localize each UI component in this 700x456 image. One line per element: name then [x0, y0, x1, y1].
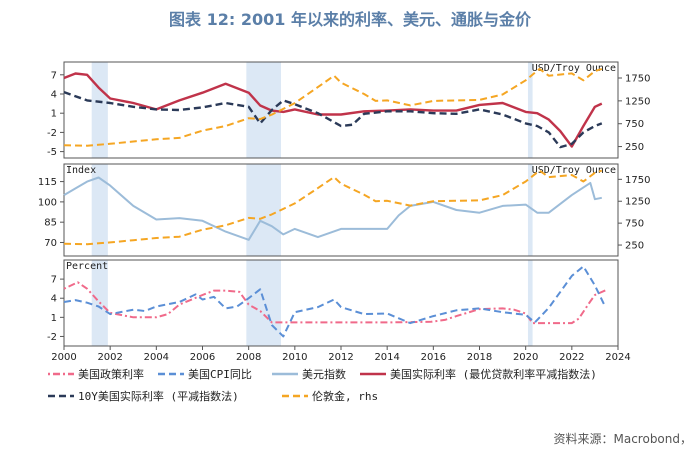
- panel-frame: [63, 61, 619, 159]
- y-tick-label: 115: [38, 177, 57, 188]
- y2-tick-label: 750: [625, 219, 644, 230]
- x-tick-label: 2004: [144, 352, 169, 363]
- series-line-dollar: [63, 176, 602, 241]
- series-line-policy: [63, 281, 607, 325]
- y-tick-label: 7: [51, 275, 57, 286]
- recession-band: [527, 260, 533, 346]
- panel-right-label: USD/Troy Ounce: [532, 165, 616, 176]
- y2-tick-label: 1250: [625, 96, 650, 107]
- recession-band: [91, 62, 108, 158]
- panel-frame: [63, 163, 619, 257]
- recession-band: [246, 164, 281, 256]
- y-tick-label: 4: [51, 294, 57, 305]
- series-line-gold: [63, 169, 603, 246]
- x-tick-label: 2010: [282, 352, 307, 363]
- y-tick-label: -5: [47, 147, 57, 158]
- series-line-cpi: [63, 265, 606, 338]
- y2-tick-label: 1250: [625, 197, 650, 208]
- x-tick-label: 2016: [421, 352, 446, 363]
- legend-label-real10y: 10Y美国实际利率 (平减指数法): [78, 389, 239, 403]
- y-tick-label: -2: [47, 332, 57, 343]
- legend-label-real: 美国实际利率 (最优贷款利率平减指数法): [390, 367, 597, 381]
- y-tick-label: 4: [51, 90, 57, 101]
- y-tick-label: 7: [51, 70, 57, 81]
- x-tick-label: 2012: [328, 352, 353, 363]
- x-tick-label: 2008: [236, 352, 261, 363]
- panel-left-label: Percent: [66, 261, 108, 272]
- y-tick-label: 1: [51, 109, 57, 120]
- legend-label-gold: 伦敦金, rhs: [312, 389, 378, 403]
- y2-tick-label: 1750: [625, 74, 650, 85]
- x-tick-label: 2020: [513, 352, 538, 363]
- y2-tick-label: 750: [625, 119, 644, 130]
- recession-band: [527, 164, 533, 256]
- x-tick-label: 2018: [467, 352, 492, 363]
- panel-right-label: USD/Troy Ounce: [532, 63, 616, 74]
- y2-tick-label: 1750: [625, 175, 650, 186]
- y2-tick-label: 250: [625, 142, 644, 153]
- chart-title: 图表 12: 2001 年以来的利率、美元、通胀与金价: [169, 10, 531, 29]
- y-tick-label: 100: [38, 197, 57, 208]
- y-tick-label: 1: [51, 313, 57, 324]
- series-line-real: [63, 72, 603, 148]
- x-tick-label: 2024: [605, 352, 630, 363]
- series-line-gold: [63, 67, 603, 147]
- source-note: 资料来源：Macrobond，: [553, 432, 693, 446]
- x-tick-label: 2002: [97, 352, 122, 363]
- y2-tick-label: 250: [625, 241, 644, 252]
- recession-band: [527, 62, 533, 158]
- y-tick-label: 70: [44, 238, 57, 249]
- recession-band: [246, 260, 281, 346]
- legend-label-cpi: 美国CPI同比: [188, 368, 252, 381]
- x-tick-label: 2014: [374, 352, 399, 363]
- x-tick-label: 2022: [559, 352, 584, 363]
- y-tick-label: 85: [44, 218, 57, 229]
- x-tick-label: 2006: [190, 352, 215, 363]
- panel-frame: [63, 259, 619, 347]
- series-line-real10y: [63, 90, 603, 149]
- legend-label-dollar: 美元指数: [302, 367, 346, 381]
- panel-left-label: Index: [66, 165, 96, 176]
- y-tick-label: -2: [47, 128, 57, 139]
- recession-band: [91, 164, 108, 256]
- x-tick-label: 2000: [51, 352, 76, 363]
- legend-label-policy: 美国政策利率: [78, 367, 144, 381]
